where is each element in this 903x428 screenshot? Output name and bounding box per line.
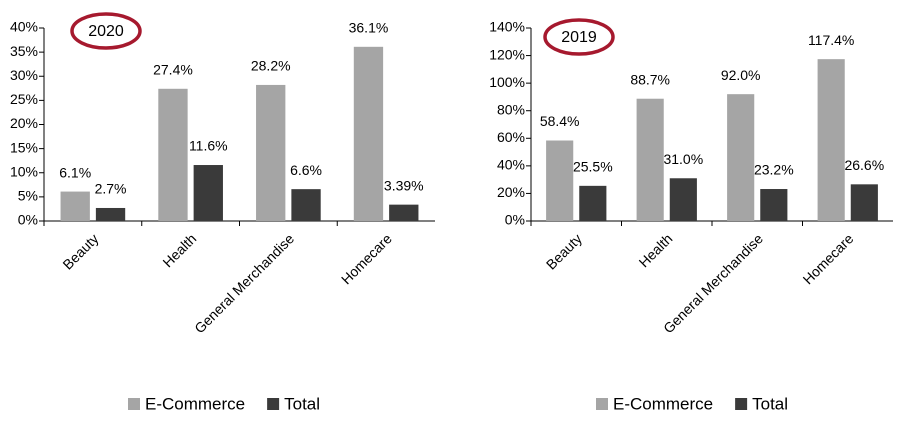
value-label: 36.1% bbox=[349, 20, 389, 36]
y-tick-label: 60% bbox=[497, 129, 525, 145]
y-tick-label: 0% bbox=[505, 212, 525, 228]
x-tick-label: General Merchandise bbox=[191, 230, 297, 336]
value-label: 58.4% bbox=[540, 113, 580, 129]
bar bbox=[669, 178, 697, 221]
bar bbox=[760, 189, 788, 221]
legend-swatch bbox=[735, 398, 748, 410]
bar bbox=[546, 140, 574, 221]
value-label: 3.39% bbox=[384, 177, 424, 193]
legend-label: E-Commerce bbox=[145, 394, 245, 413]
value-label: 25.5% bbox=[573, 159, 613, 175]
bar bbox=[389, 204, 419, 221]
y-tick-label: 40% bbox=[10, 19, 38, 35]
value-label: 6.1% bbox=[59, 164, 91, 180]
legend-swatch bbox=[596, 398, 608, 410]
value-label: 28.2% bbox=[251, 58, 291, 74]
y-tick-label: 40% bbox=[497, 157, 525, 173]
y-tick-label: 5% bbox=[18, 188, 38, 204]
bar bbox=[353, 46, 384, 221]
value-label: 11.6% bbox=[189, 138, 228, 154]
value-label: 92.0% bbox=[721, 67, 761, 83]
value-label: 27.4% bbox=[153, 61, 193, 77]
value-label: 26.6% bbox=[844, 157, 884, 173]
value-label: 117.4% bbox=[808, 32, 854, 48]
bar bbox=[256, 84, 286, 221]
x-tick-label: Homecare bbox=[800, 230, 857, 287]
x-tick-label: Health bbox=[636, 230, 676, 270]
legend-swatch bbox=[128, 398, 140, 410]
title-badge bbox=[70, 12, 142, 50]
bar bbox=[291, 189, 321, 221]
bar bbox=[193, 165, 223, 221]
chart-title: 2019 bbox=[561, 29, 597, 46]
y-tick-label: 80% bbox=[497, 101, 525, 117]
x-tick-label: Beauty bbox=[543, 230, 585, 272]
value-label: 2.7% bbox=[95, 181, 127, 197]
x-tick-label: Health bbox=[159, 230, 199, 270]
bar bbox=[636, 98, 664, 221]
bar bbox=[95, 207, 126, 221]
legend-label: E-Commerce bbox=[613, 394, 713, 413]
legend-swatch bbox=[267, 398, 280, 410]
chart-title: 2020 bbox=[88, 23, 124, 40]
y-tick-label: 120% bbox=[489, 46, 525, 62]
y-tick-label: 0% bbox=[18, 212, 38, 228]
y-tick-label: 15% bbox=[10, 139, 38, 155]
legend-label: Total bbox=[284, 394, 320, 413]
bar bbox=[817, 59, 845, 221]
y-tick-label: 30% bbox=[10, 67, 38, 83]
y-tick-label: 20% bbox=[10, 115, 38, 131]
bar bbox=[850, 184, 878, 221]
y-tick-label: 25% bbox=[10, 91, 38, 107]
x-tick-label: Homecare bbox=[338, 230, 395, 287]
y-tick-label: 140% bbox=[489, 19, 525, 35]
value-label: 23.2% bbox=[754, 162, 794, 178]
y-tick-label: 35% bbox=[10, 43, 38, 59]
y-tick-label: 10% bbox=[10, 163, 38, 179]
bar bbox=[60, 191, 90, 221]
y-tick-label: 100% bbox=[489, 74, 525, 90]
x-tick-label: General Merchandise bbox=[660, 230, 766, 336]
value-label: 31.0% bbox=[663, 151, 703, 167]
value-label: 88.7% bbox=[630, 71, 670, 87]
y-tick-label: 20% bbox=[497, 184, 525, 200]
bar bbox=[579, 185, 607, 221]
value-label: 6.6% bbox=[290, 162, 322, 178]
title-badge bbox=[543, 18, 615, 56]
bar bbox=[727, 94, 755, 221]
x-tick-label: Beauty bbox=[59, 230, 101, 272]
legend-label: Total bbox=[752, 394, 788, 413]
bar bbox=[158, 88, 188, 221]
